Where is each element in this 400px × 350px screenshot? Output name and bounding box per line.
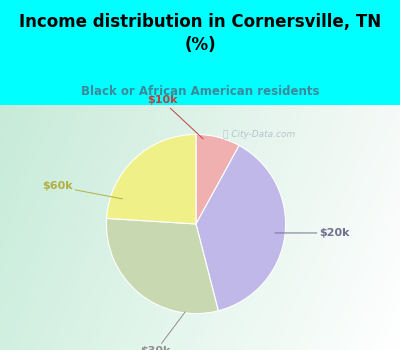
Text: $10k: $10k [147,95,203,139]
Text: Income distribution in Cornersville, TN
(%): Income distribution in Cornersville, TN … [19,14,381,54]
Text: ⓘ City-Data.com: ⓘ City-Data.com [222,130,295,139]
Text: $30k: $30k [140,312,185,350]
Wedge shape [106,134,196,224]
Wedge shape [196,146,286,311]
Text: Black or African American residents: Black or African American residents [81,85,319,98]
Text: $60k: $60k [42,181,122,199]
Wedge shape [106,218,218,314]
Text: $20k: $20k [275,228,350,238]
Wedge shape [196,134,239,224]
